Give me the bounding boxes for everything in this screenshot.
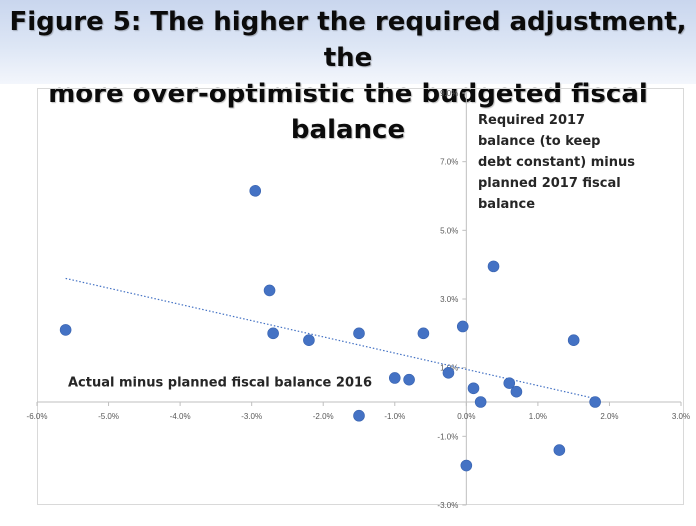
data-point — [503, 377, 516, 389]
title-line-2: more over-optimistic the budgeted fiscal… — [48, 79, 648, 145]
y-tick-label: 9.0% — [440, 89, 458, 98]
y-axis-label-line: balance — [478, 197, 535, 212]
data-point — [510, 385, 523, 398]
x-tick-label: -6.0% — [27, 412, 48, 421]
data-point — [267, 327, 279, 340]
x-tick-label: 2.0% — [600, 412, 618, 421]
x-tick-label: -4.0% — [170, 412, 191, 421]
data-point — [263, 284, 276, 297]
data-point — [249, 185, 262, 197]
y-tick-label: 3.0% — [440, 295, 458, 304]
y-tick-label: 7.0% — [440, 158, 458, 167]
title-band — [0, 0, 696, 84]
data-point — [417, 327, 430, 340]
x-tick-label: -2.0% — [313, 412, 334, 421]
data-point — [303, 334, 315, 347]
y-tick-label: -3.0% — [437, 501, 458, 510]
y-axis-label-line: planned 2017 fiscal — [478, 176, 621, 191]
data-point — [456, 320, 469, 333]
data-point — [353, 409, 365, 422]
y-tick-label: -1.0% — [437, 432, 458, 441]
x-tick-label: 3.0% — [672, 412, 690, 421]
data-point — [353, 327, 365, 340]
data-point — [567, 334, 580, 347]
data-point — [460, 459, 473, 472]
data-point — [474, 396, 487, 408]
data-point — [442, 367, 455, 379]
plot-frame — [37, 88, 684, 505]
y-axis-label-line: Required 2017 — [478, 113, 585, 128]
y-axis-label-line: debt constant) minus — [478, 155, 635, 170]
y-axis-label-line: balance (to keep — [478, 134, 600, 149]
x-axis-label: Actual minus planned fiscal balance 2016 — [68, 376, 372, 391]
y-axis-label: Required 2017 balance (to keep debt consta… — [478, 113, 635, 212]
chart-title: Figure 5: The higher the required adjust… — [0, 4, 696, 148]
title-line-1: Figure 5: The higher the required adjust… — [9, 7, 687, 73]
data-point — [59, 324, 72, 336]
data-point — [467, 382, 480, 395]
x-tick-label: -3.0% — [241, 412, 262, 421]
y-tick-label: 5.0% — [440, 226, 458, 235]
data-point — [553, 444, 566, 456]
x-tick-label: 0.0% — [457, 412, 475, 421]
data-point — [589, 396, 601, 408]
x-tick-label: -5.0% — [98, 412, 119, 421]
data-point — [487, 260, 500, 273]
x-tick-label: 1.0% — [529, 412, 547, 421]
data-point — [388, 372, 401, 384]
data-point — [403, 373, 415, 386]
x-tick-label: -1.0% — [384, 412, 405, 421]
